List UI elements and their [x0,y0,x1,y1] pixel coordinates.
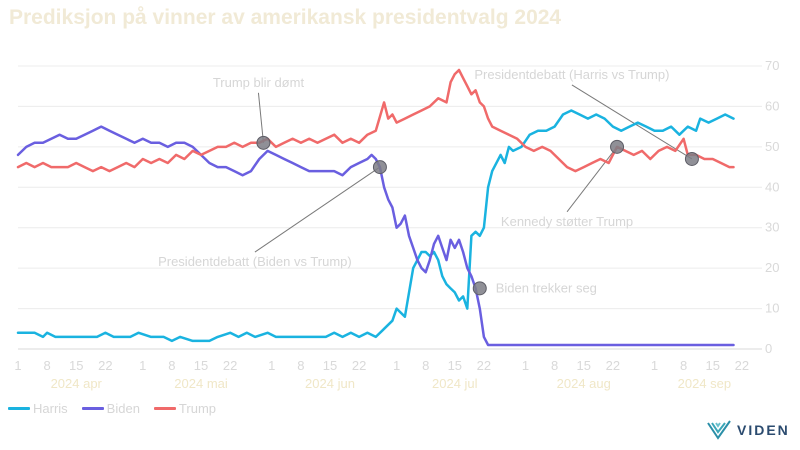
x-month-label: 2024 jun [305,376,355,391]
annotation-labels: Trump blir dømt Presidentdebatt (Biden vs… [158,67,669,295]
series-lines [16,68,735,347]
x-tick-label: 1 [393,358,400,373]
legend-label-biden: Biden [106,401,140,416]
annotation-marker [684,151,699,166]
annotation-label: Biden trekker seg [496,280,597,295]
x-month-label: 2024 sep [678,376,732,391]
series-line-biden [16,125,735,347]
annotation-leader-line [571,84,693,160]
annotation-label: Presidentdebatt (Harris vs Trump) [474,67,669,82]
y-tick-label: 40 [765,179,779,194]
legend-item-harris[interactable]: Harris [8,401,68,416]
y-tick-label: 20 [765,260,779,275]
x-month-label: 2024 aug [557,376,611,391]
x-tick-label: 15 [448,358,462,373]
x-tick-label: 1 [268,358,275,373]
annotation-marker [610,139,625,154]
x-tick-label: 22 [98,358,112,373]
annotation-leader-line [254,166,381,253]
x-tick-label: 15 [577,358,591,373]
x-month-label: 2024 jul [432,376,478,391]
x-tick-label: 8 [680,358,687,373]
x-tick-label: 8 [44,358,51,373]
logo-text: VIDEN [737,422,790,438]
y-tick-label: 0 [765,341,772,356]
y-tick-label: 30 [765,220,779,235]
x-tick-label: 22 [735,358,749,373]
annotation-leader-line [566,146,618,213]
x-tick-label: 15 [194,358,208,373]
legend-label-trump: Trump [178,401,216,416]
x-tick-label: 22 [477,358,491,373]
viden-chevron-logo-icon [707,420,731,440]
annotation-label: Presidentdebatt (Biden vs Trump) [158,254,352,269]
viden-logo: VIDEN [707,420,790,440]
x-tick-label: 8 [297,358,304,373]
y-tick-label: 60 [765,98,779,113]
x-tick-label: 15 [323,358,337,373]
y-tick-label: 10 [765,301,779,316]
legend-item-trump[interactable]: Trump [153,401,216,416]
annotation-marker [256,135,271,150]
x-tick-label: 22 [352,358,366,373]
chart-title: Prediksjon på vinner av amerikansk presi… [9,6,562,29]
legend: Harris Biden Trump [8,401,216,416]
x-tick-label: 8 [551,358,558,373]
grid-lines [18,65,762,310]
x-month-label: 2024 apr [51,376,103,391]
y-tick-label: 50 [765,139,779,154]
legend-swatch-trump [153,407,176,410]
annotation-label: Kennedy støtter Trump [501,214,633,229]
legend-swatch-harris [8,407,30,410]
x-tick-label: 1 [14,358,21,373]
x-tick-label: 8 [168,358,175,373]
legend-swatch-biden [81,407,104,410]
axes: 0 10 20 30 40 50 60 70 1 8 15 22 1 8 15 22 1 8 15 22 1 8 15 22 1… [14,58,779,391]
y-tick-label: 70 [765,58,779,73]
annotation-leader-line [257,92,264,143]
x-tick-label: 1 [139,358,146,373]
x-tick-label: 8 [422,358,429,373]
series-line-harris [16,109,735,343]
annotation-marker [372,160,387,175]
legend-label-harris: Harris [33,401,68,416]
annotation-marker [472,281,487,296]
annotation-leaders [254,84,693,253]
x-tick-label: 15 [705,358,719,373]
x-tick-label: 22 [606,358,620,373]
x-month-label: 2024 mai [174,376,228,391]
legend-item-biden[interactable]: Biden [81,401,140,416]
series-line-trump [16,68,735,173]
x-tick-label: 1 [651,358,658,373]
x-tick-label: 15 [69,358,83,373]
annotation-markers [256,135,699,296]
annotation-label: Trump blir dømt [213,75,305,90]
x-tick-label: 1 [522,358,529,373]
x-tick-label: 22 [223,358,237,373]
